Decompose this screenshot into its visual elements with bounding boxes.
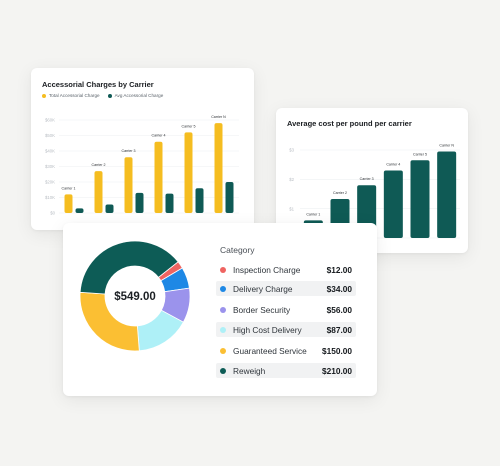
accessorial-bar-chart: $0 $10K $20K $30K $40K $50K $60K Carrier 1 Carri… [45,115,239,216]
legend-swatch-total [42,93,46,98]
bar-label: Carrier 2 [92,163,106,167]
bar-total [184,132,193,213]
y-tick-label: $40K [45,149,55,154]
bar-label: Carrier N [211,115,226,119]
bar [410,160,430,238]
reweigh-swatch [220,367,226,374]
category-value: $210.00 [322,365,352,376]
bar-label: Carrier 4 [386,163,400,167]
category-name: Reweigh [233,365,266,376]
y-tick-label: $30K [45,164,55,169]
category-value: $56.00 [326,304,352,315]
y-tick-label: $50K [45,133,55,138]
bar-label: Carrier 5 [413,152,427,156]
category-row[interactable]: Reweigh $210.00 [216,363,356,378]
guaranteed-service-swatch [220,347,226,354]
category-name: Border Security [233,304,291,315]
bar-avg [195,188,204,213]
accessorial-legend: Total Accessorial Charge Avg Accessorial… [42,93,163,98]
legend-item-avg: Avg Accessorial Charge [107,93,164,98]
avg-cost-chart-title: Average cost per pound per carrier [287,119,412,128]
y-tick-label: $20K [45,180,55,185]
category-row[interactable]: Guaranteed Service $150.00 [216,343,356,358]
bar-label: Carrier 1 [62,186,76,190]
bar-label: Carrier N [439,143,454,147]
bar-total [214,123,223,213]
bar-avg [105,204,114,213]
bar [383,170,403,238]
bar-label: Carrier 1 [306,212,320,216]
inspection-charge-swatch [220,266,226,273]
category-name: High Cost Delivery [233,324,302,335]
border-security-swatch [220,306,226,313]
donut-center-total: $549.00 [114,291,156,303]
category-value: $34.00 [326,283,352,294]
category-donut-chart: $549.00 [79,240,191,352]
bar-label: Carrier 2 [333,191,347,195]
y-tick-label: $10K [45,195,55,200]
bar-total [154,141,163,213]
bar [437,151,457,238]
y-tick-label: $1 [289,206,294,211]
category-row[interactable]: High Cost Delivery $87.00 [216,322,356,337]
bar-label: Carrier 4 [152,134,166,138]
bar-avg [75,208,84,213]
delivery-charge-swatch [220,285,226,292]
bar-avg [165,193,174,213]
category-breakdown-card: $549.00 Category Inspection Charge $12.0… [63,223,377,396]
category-row[interactable]: Delivery Charge $34.00 [216,281,356,296]
legend-item-total: Total Accessorial Charge [42,93,100,98]
category-value: $87.00 [326,324,352,335]
legend-label-total: Total Accessorial Charge [49,93,100,98]
high-cost-delivery-swatch [220,326,226,333]
bar-avg [225,182,234,213]
donut-slice [79,240,179,295]
accessorial-chart-title: Accessorial Charges by Carrier [42,80,154,89]
bar-total [94,171,103,213]
bar-label: Carrier 3 [122,149,136,153]
legend-label-avg: Avg Accessorial Charge [114,93,164,98]
bar-total [124,157,133,213]
category-value: $12.00 [326,264,352,275]
category-value: $150.00 [322,345,352,356]
y-tick-label: $2 [289,177,294,182]
legend-swatch-avg [107,93,112,98]
bar-total [64,194,73,213]
accessorial-charges-card: Accessorial Charges by Carrier Total Acc… [31,68,254,230]
bar-avg [135,192,144,213]
y-tick-label: $3 [289,148,294,153]
y-tick-label: $60K [45,118,55,123]
category-row[interactable]: Border Security $56.00 [216,302,356,317]
bar-label: Carrier 3 [360,177,374,181]
category-header: Category [220,245,255,255]
category-row[interactable]: Inspection Charge $12.00 [216,262,356,277]
y-tick-label: $0 [50,211,55,216]
category-name: Delivery Charge [233,283,293,294]
category-name: Guaranteed Service [233,345,307,356]
bar-label: Carrier 5 [182,124,196,128]
category-name: Inspection Charge [233,264,301,275]
